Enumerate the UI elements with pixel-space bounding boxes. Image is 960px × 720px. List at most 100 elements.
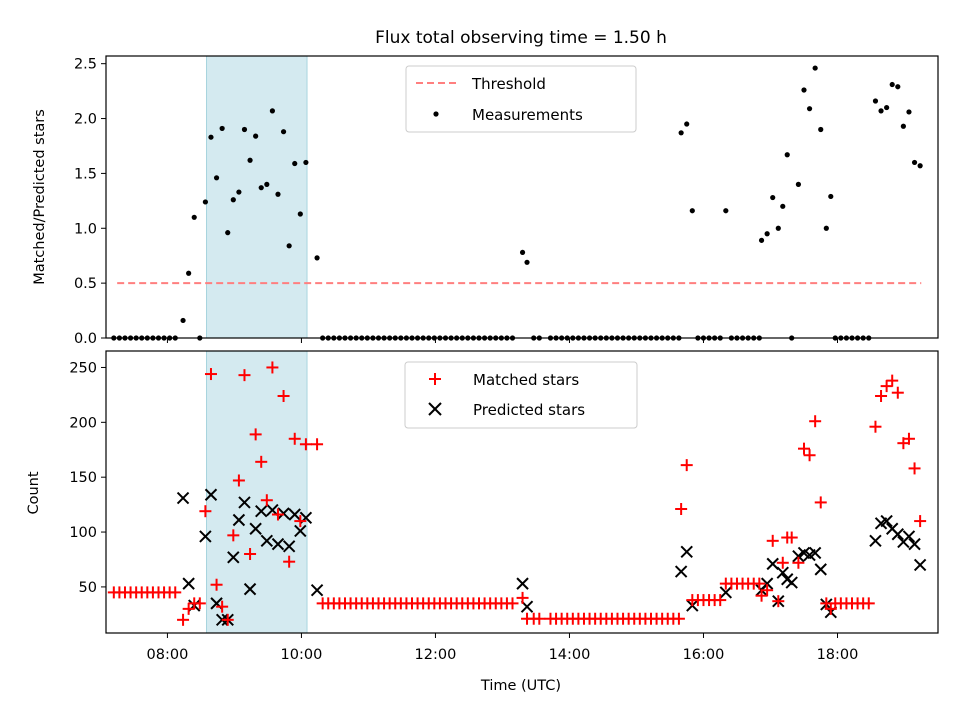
matched-point	[516, 591, 529, 604]
counts-plot-frame	[105, 350, 939, 634]
matched-point	[803, 449, 816, 462]
measurement-point	[775, 225, 781, 231]
predicted-point	[310, 583, 324, 597]
x-tick-label: 08:00	[147, 647, 189, 663]
predicted-point	[277, 507, 290, 520]
measurement-point	[269, 108, 275, 114]
matched-point	[260, 494, 273, 507]
measurement-point	[213, 175, 220, 181]
legend-measurements-label: Measurements	[472, 106, 583, 124]
predicted-point	[902, 530, 916, 543]
matched-point	[672, 612, 685, 625]
matched-point	[227, 529, 240, 542]
matched-point	[288, 432, 301, 445]
measurement-point	[519, 249, 526, 256]
measurement-point	[689, 208, 695, 214]
matched-point	[199, 505, 212, 518]
measurement-point	[684, 121, 690, 127]
measurement-point	[219, 125, 225, 132]
measurement-point	[878, 108, 884, 114]
measurement-point	[236, 189, 242, 195]
ratio-y-tick-label: 2.0	[74, 112, 97, 128]
counts-highlight-span	[206, 350, 308, 634]
measurement-point	[758, 237, 765, 243]
matched-point	[182, 602, 195, 615]
measurement-point	[208, 134, 214, 140]
measurement-point	[795, 181, 802, 187]
ratio-y-tick-label: 2.5	[74, 57, 97, 73]
predicted-point	[766, 557, 779, 571]
matched-point	[776, 556, 789, 569]
matched-point	[277, 389, 290, 402]
matched-point	[875, 389, 888, 402]
measurement-point	[784, 152, 790, 158]
predicted-point	[227, 551, 240, 564]
measurement-point	[303, 159, 309, 166]
predicted-point	[891, 528, 905, 541]
matched-point	[755, 589, 768, 602]
measurement-point	[524, 259, 530, 265]
measurement-point	[286, 243, 292, 249]
measurement-point	[253, 133, 259, 139]
ratio-y-tick-label: 0.5	[74, 276, 97, 292]
matched-point	[880, 380, 893, 393]
counts-y-axis-label: Count	[26, 471, 42, 514]
measurement-point	[911, 159, 918, 166]
measurement-point	[723, 208, 729, 214]
matched-point	[283, 555, 296, 568]
matched-point	[772, 595, 785, 608]
measurement-point	[895, 84, 901, 90]
counts-legend-box	[404, 361, 638, 429]
legend-matched-label: Matched stars	[473, 371, 579, 389]
ratio-y-axis-label: Matched/Predicted stars	[32, 109, 48, 285]
predicted-point	[238, 496, 251, 509]
counts-y-tick-label: 50	[79, 580, 97, 596]
measurement-point	[258, 185, 264, 191]
matched-point	[675, 503, 688, 516]
counts-y-tick-label: 100	[69, 525, 97, 541]
counts-y-tick-label: 150	[69, 470, 97, 486]
matched-point	[238, 369, 251, 382]
matched-point	[299, 438, 312, 451]
ratio-y-tick-label: 0.0	[74, 331, 97, 347]
predicted-point	[680, 545, 693, 559]
matched-point	[169, 586, 182, 599]
predicted-point	[288, 508, 301, 521]
legend-matched-swatch	[429, 373, 441, 385]
predicted-point	[880, 514, 893, 528]
measurement-point	[264, 181, 270, 187]
predicted-point	[869, 534, 882, 548]
matched-point	[533, 612, 546, 625]
measurement-point	[247, 157, 253, 163]
predicted-point	[282, 540, 296, 553]
matched-point	[255, 455, 268, 468]
matched-point	[216, 600, 229, 613]
legend-measurements-swatch	[433, 111, 439, 117]
measurement-point	[780, 203, 786, 209]
x-tick-label: 10:00	[281, 647, 323, 663]
matched-point	[680, 459, 693, 472]
predicted-point	[785, 576, 798, 589]
matched-point	[177, 613, 190, 626]
measurement-point	[186, 270, 192, 276]
measurement-point	[889, 81, 895, 88]
counts-legend: Matched stars Predicted stars	[404, 361, 638, 429]
x-tick-label: 16:00	[683, 647, 725, 663]
predicted-point	[271, 537, 285, 551]
predicted-point	[255, 504, 268, 518]
measurement-point	[801, 87, 807, 93]
measurement-point	[872, 98, 879, 104]
x-tick-label: 14:00	[549, 647, 591, 663]
measurement-point	[275, 191, 281, 197]
matched-point	[886, 374, 899, 387]
matched-point	[869, 420, 882, 433]
measurement-point	[678, 130, 684, 136]
matched-point	[902, 432, 915, 445]
predicted-point	[776, 566, 789, 579]
matched-point	[714, 594, 727, 607]
matched-point	[311, 438, 324, 451]
ratio-legend: Threshold Measurements	[405, 65, 637, 133]
measurement-point	[906, 109, 912, 115]
matched-point	[204, 368, 217, 381]
x-tick-label: 12:00	[415, 647, 457, 663]
